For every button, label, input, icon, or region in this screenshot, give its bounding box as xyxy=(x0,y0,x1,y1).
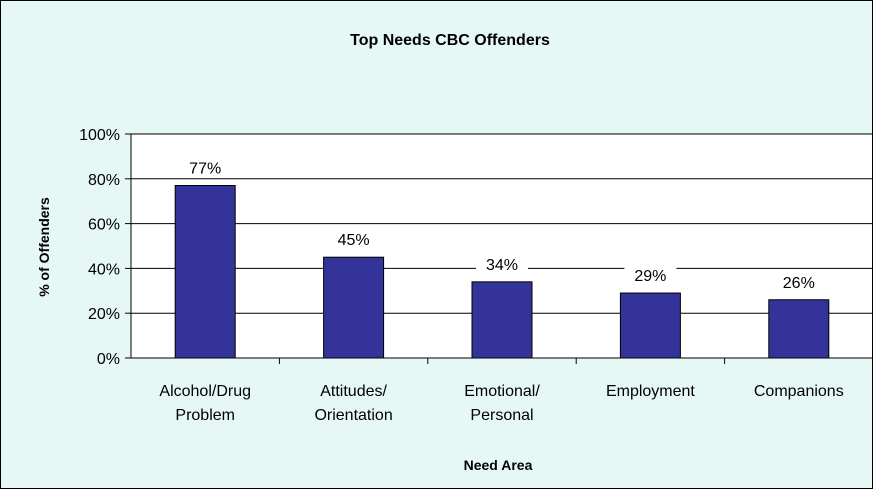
y-tick-label: 20% xyxy=(88,306,120,323)
x-category-label: Emotional/Personal xyxy=(464,383,540,424)
category-line: Orientation xyxy=(314,407,392,424)
data-labels: 77% 45% 34% 29% 26% xyxy=(179,157,825,292)
y-axis-title: % of Offenders xyxy=(36,197,52,297)
bar xyxy=(471,281,533,359)
category-line: Companions xyxy=(754,383,844,400)
category-line: Problem xyxy=(175,407,235,424)
chart-title: Top Needs CBC Offenders xyxy=(350,32,550,49)
data-label-bg xyxy=(327,229,380,250)
axes xyxy=(125,133,872,364)
y-tick-label: 100% xyxy=(79,127,120,144)
data-label-bg xyxy=(772,271,825,292)
x-category-label: Alcohol/Drug Problem xyxy=(159,383,251,424)
data-label-bg xyxy=(179,157,232,178)
category-line: Emotional/ xyxy=(464,383,540,400)
y-tick-labels: 0% 20% 40% 60% 80% 100% xyxy=(79,127,120,368)
data-label: 29% xyxy=(634,268,666,285)
category-line: Alcohol/Drug xyxy=(159,383,251,400)
x-category-label: Companions xyxy=(754,383,844,400)
bar xyxy=(323,256,385,359)
data-label: 26% xyxy=(783,275,815,292)
bar xyxy=(768,299,830,359)
data-label: 77% xyxy=(189,161,221,178)
data-label-bg xyxy=(624,265,677,286)
bars xyxy=(174,185,830,359)
category-line: Personal xyxy=(470,407,533,424)
bar xyxy=(619,292,681,359)
x-category-label: Employment xyxy=(606,383,695,400)
x-axis-title: Need Area xyxy=(464,457,533,473)
y-tick-label: 60% xyxy=(88,217,120,234)
data-label: 34% xyxy=(486,257,518,274)
data-label: 45% xyxy=(338,232,370,249)
x-category-label: Attitudes/Orientation xyxy=(314,383,392,424)
category-line: Employment xyxy=(606,383,695,400)
data-label-bg xyxy=(476,253,528,274)
y-tick-label: 80% xyxy=(88,172,120,189)
x-category-labels: Alcohol/Drug Problem Attitudes/Orientation… xyxy=(159,383,843,424)
y-tick-label: 40% xyxy=(88,261,120,278)
category-line: Attitudes/ xyxy=(320,383,387,400)
bar xyxy=(174,185,236,359)
y-tick-label: 0% xyxy=(97,351,120,368)
